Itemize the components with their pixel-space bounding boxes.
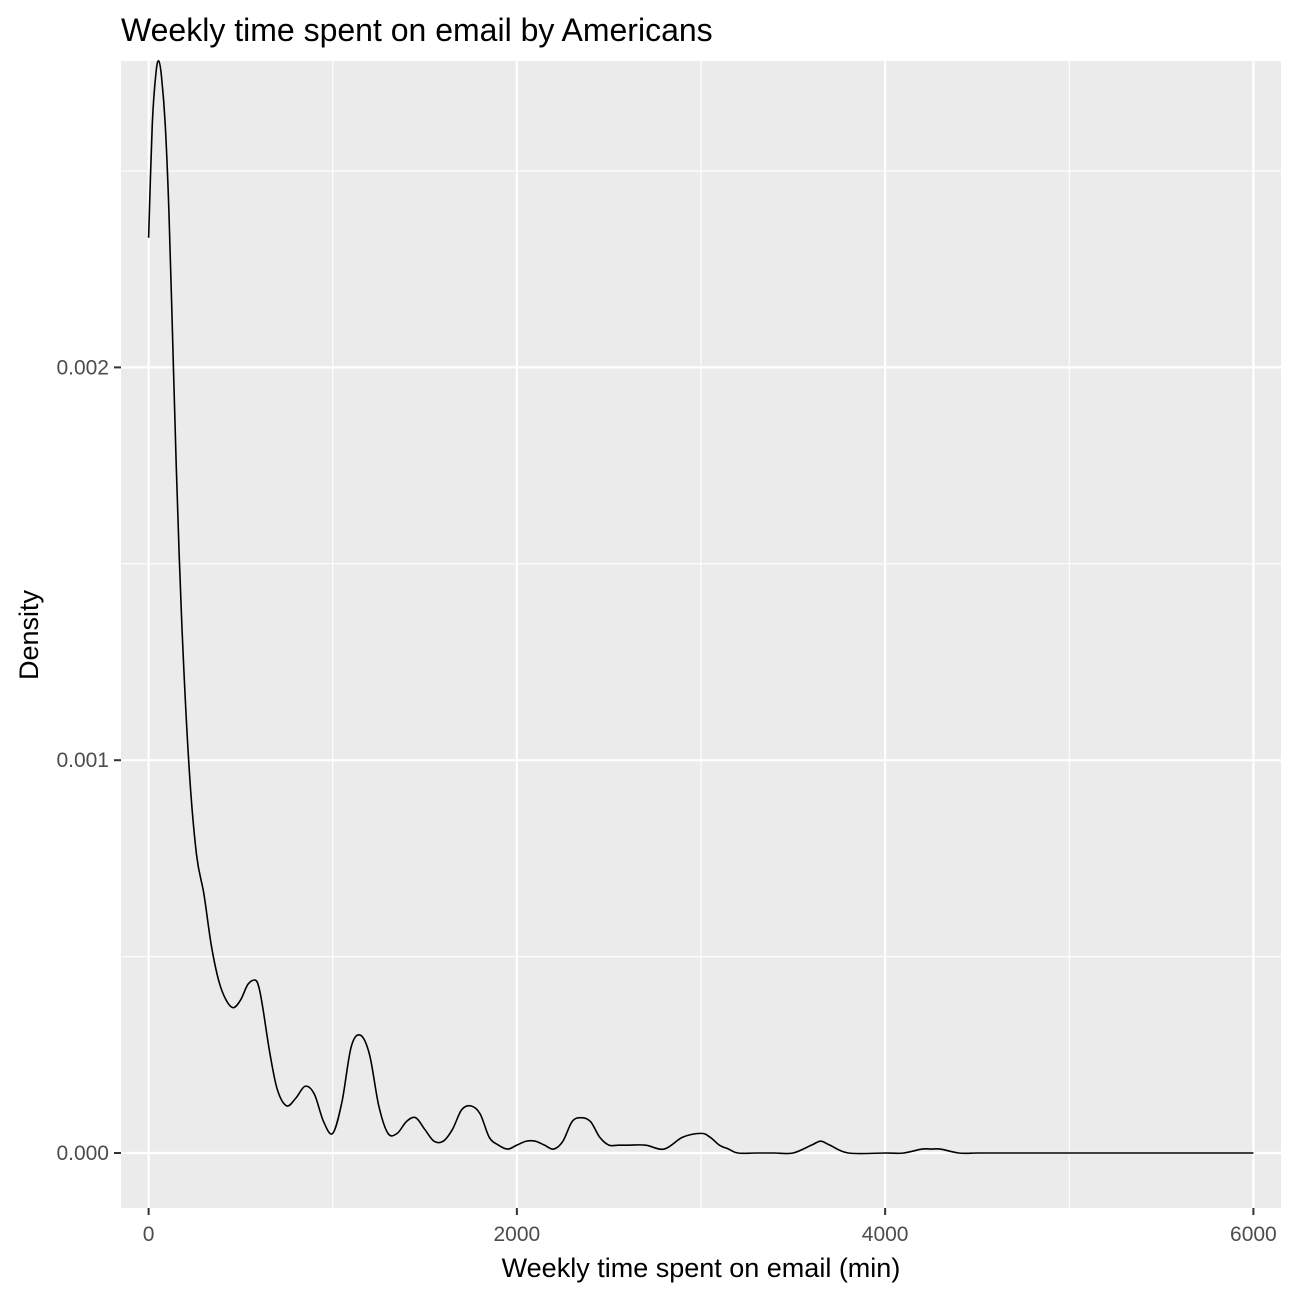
- y-axis-title: Density: [14, 589, 44, 680]
- x-tick-label: 4000: [862, 1223, 909, 1246]
- x-tick-label: 2000: [494, 1223, 541, 1246]
- grid-minor: [121, 61, 1281, 1208]
- x-tick-label: 6000: [1230, 1223, 1277, 1246]
- density-curve: [147, 60, 1254, 1155]
- chart-title: Weekly time spent on email by Americans: [121, 12, 713, 48]
- x-tick-label: 0: [143, 1223, 155, 1246]
- grid-major: [121, 61, 1281, 1208]
- y-tick-label: 0.000: [56, 1142, 109, 1165]
- x-axis-title: Weekly time spent on email (min): [502, 1253, 901, 1283]
- y-axis: 0.000 0.001 0.002: [56, 356, 121, 1165]
- x-axis: 0 2000 4000 6000: [143, 1208, 1277, 1246]
- y-tick-label: 0.001: [56, 749, 109, 772]
- y-tick-label: 0.002: [56, 356, 109, 379]
